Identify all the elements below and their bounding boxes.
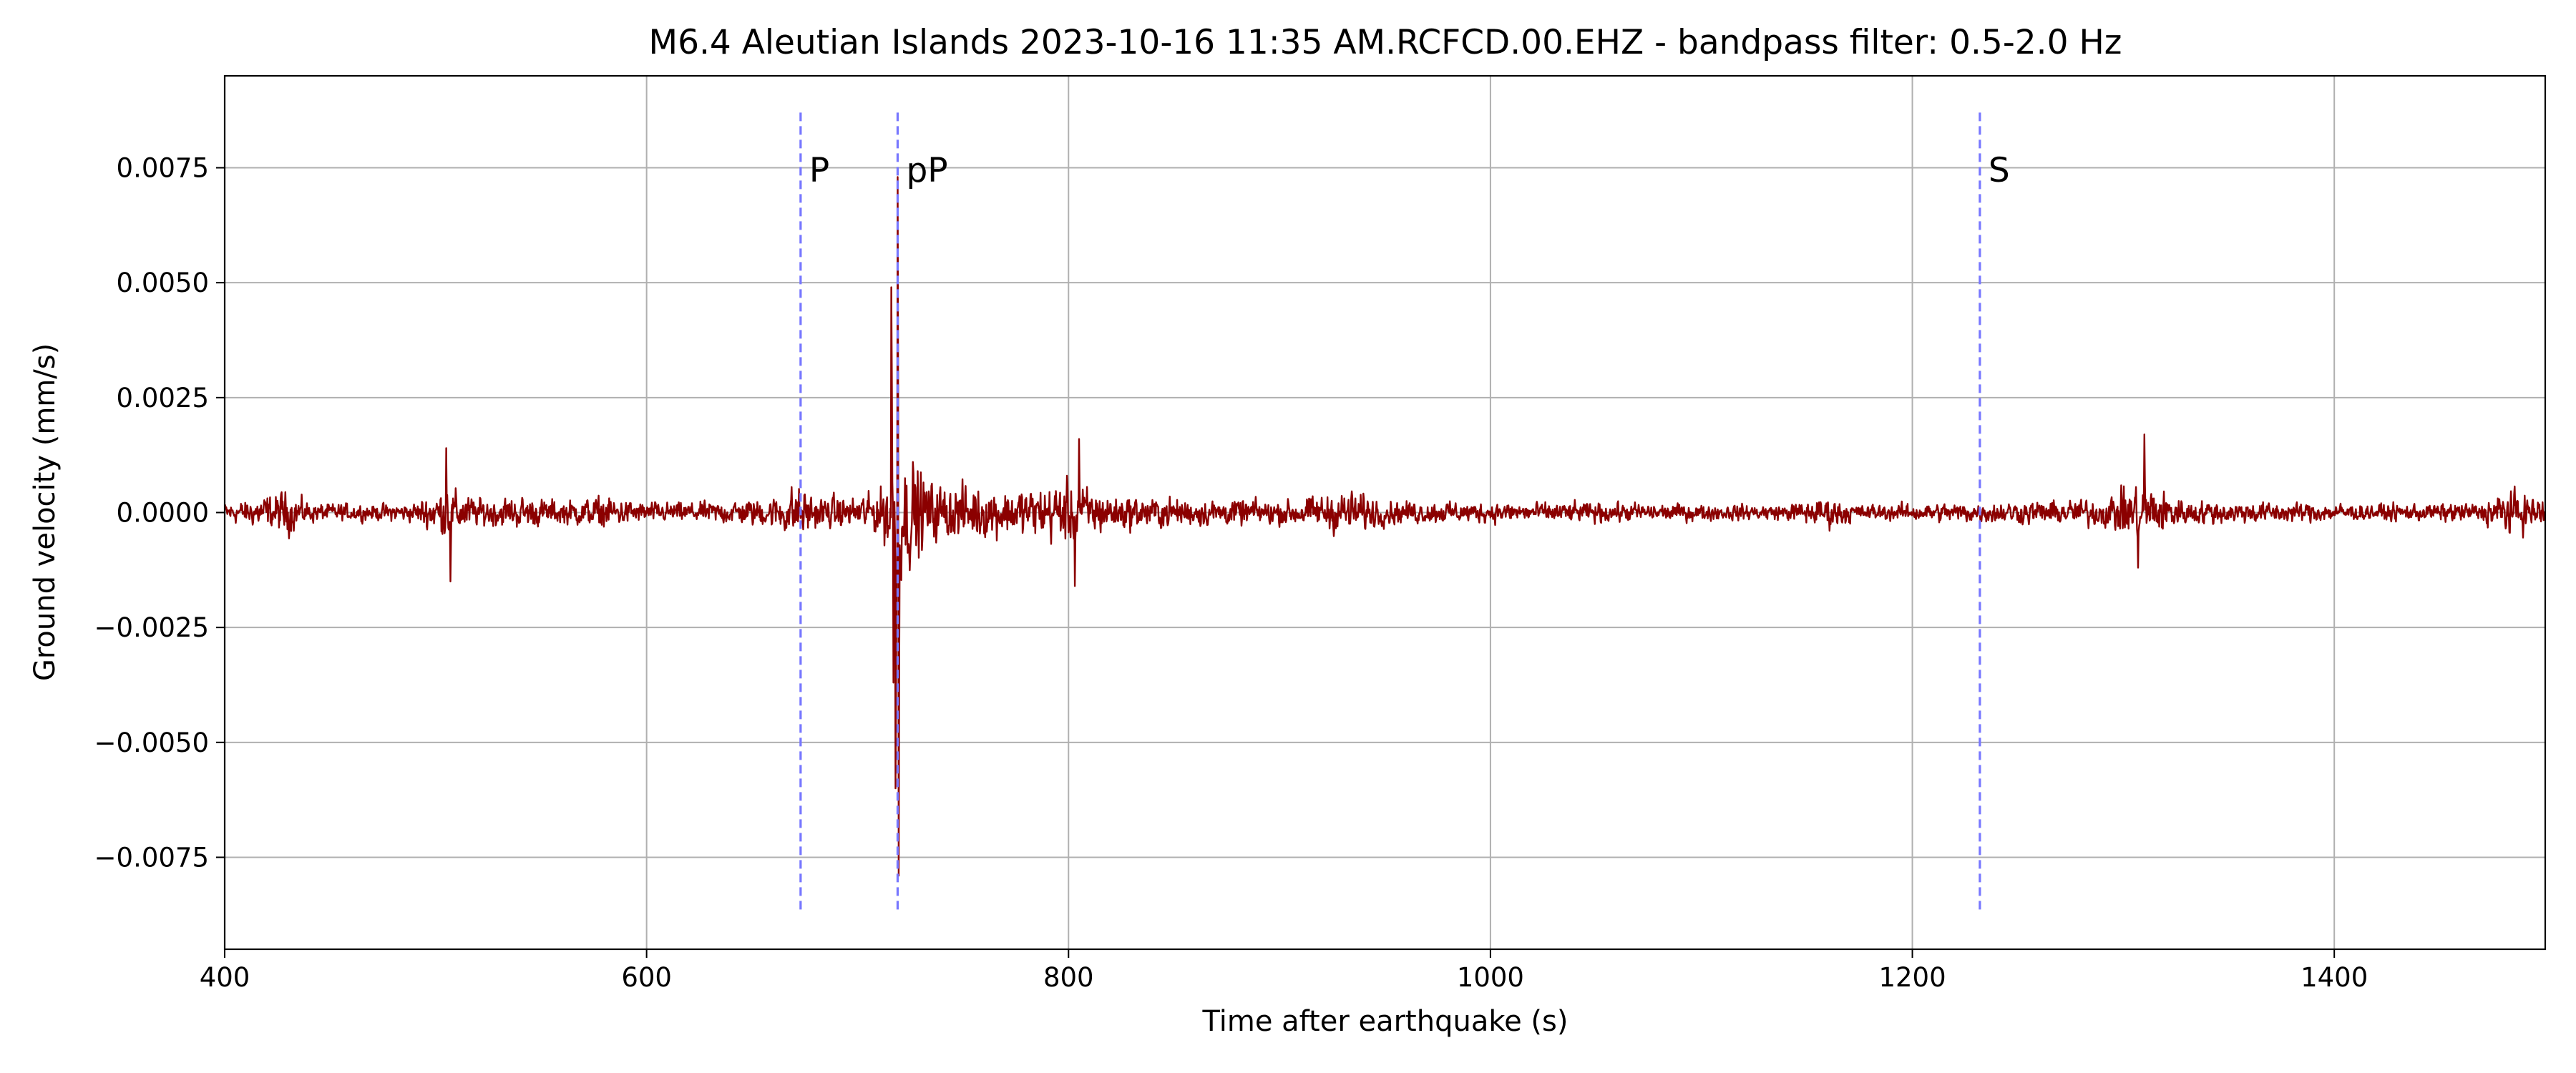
y-tick-label: 0.0000: [117, 498, 209, 529]
y-tick-label: −0.0025: [94, 612, 209, 643]
phase-marker-label: P: [809, 151, 829, 190]
x-tick-label: 1400: [2301, 962, 2368, 993]
phase-marker-label: pP: [906, 151, 947, 190]
x-tick-label: 400: [200, 962, 250, 993]
y-tick-label: 0.0025: [117, 383, 209, 413]
y-tick-label: 0.0050: [117, 268, 209, 298]
x-axis-label: Time after earthquake (s): [1202, 1005, 1568, 1038]
trace-area: [225, 176, 2545, 877]
y-axis-label: Ground velocity (mm/s): [29, 343, 62, 681]
x-tick-label: 1000: [1457, 962, 1524, 993]
y-axis-ticks: −0.0075 −0.0050 −0.0025 0.0000 0.0025 0.0050 0…: [94, 153, 225, 873]
x-axis-ticks: 400 600 800 1000 1200 1400: [200, 949, 2368, 993]
waveform-trace: [225, 176, 2545, 877]
chart-title: M6.4 Aleutian Islands 2023-10-16 11:35 A…: [649, 23, 2122, 62]
y-tick-label: −0.0050: [94, 727, 209, 758]
x-tick-label: 800: [1043, 962, 1094, 993]
x-tick-label: 600: [621, 962, 672, 993]
y-tick-label: 0.0075: [117, 153, 209, 184]
phase-marker-label: S: [1989, 151, 2010, 190]
x-tick-label: 1200: [1878, 962, 1946, 993]
y-tick-label: −0.0075: [94, 842, 209, 873]
